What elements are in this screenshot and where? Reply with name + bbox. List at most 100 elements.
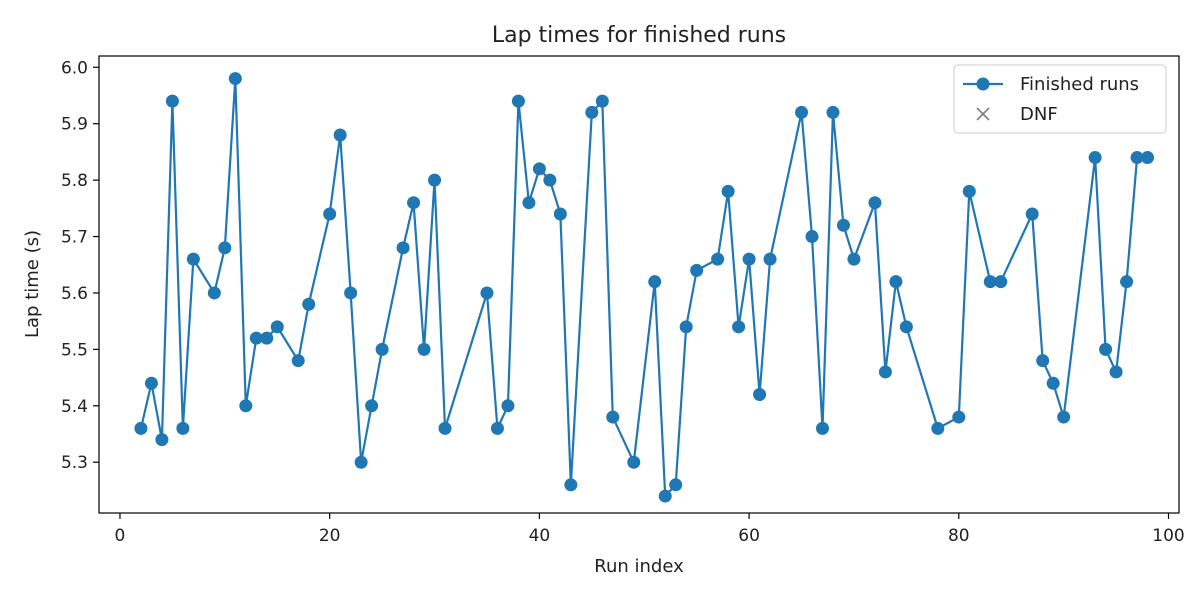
data-point — [952, 410, 966, 424]
y-axis-label: Lap time (s) — [22, 230, 43, 338]
data-point — [522, 196, 536, 210]
data-point — [721, 184, 735, 198]
data-point — [868, 196, 882, 210]
y-tick-label: 5.3 — [61, 453, 88, 473]
data-point — [134, 421, 148, 435]
y-tick-label: 5.5 — [61, 340, 88, 360]
data-point — [333, 128, 347, 142]
data-point — [1025, 207, 1039, 221]
data-point — [176, 421, 190, 435]
x-tick-label: 0 — [115, 526, 126, 546]
data-point — [595, 94, 609, 108]
data-point — [375, 342, 389, 356]
plot-frame — [98, 55, 1180, 514]
data-point — [826, 105, 840, 119]
data-point — [962, 184, 976, 198]
data-point — [218, 241, 232, 255]
data-point — [354, 455, 368, 469]
data-point — [186, 252, 200, 266]
data-point — [606, 410, 620, 424]
legend-marker-dnf-x-icon — [976, 107, 990, 121]
data-point — [165, 94, 179, 108]
data-point — [795, 105, 809, 119]
legend-box — [953, 64, 1167, 134]
y-tick-label: 5.8 — [61, 171, 88, 191]
data-point — [270, 320, 284, 334]
y-tick-label: 5.9 — [61, 115, 88, 135]
data-point — [1057, 410, 1071, 424]
data-point — [323, 207, 337, 221]
data-point — [249, 331, 263, 345]
data-point — [501, 399, 515, 413]
data-point — [291, 354, 305, 368]
data-point — [228, 72, 242, 86]
data-point — [543, 173, 557, 187]
data-point — [732, 320, 746, 334]
data-point — [836, 218, 850, 232]
data-point — [302, 297, 316, 311]
data-point — [711, 252, 725, 266]
data-point — [207, 286, 221, 300]
x-tick-label: 60 — [738, 526, 760, 546]
data-point — [994, 275, 1008, 289]
data-point — [983, 275, 997, 289]
data-point — [564, 478, 578, 492]
y-tick-label: 6.0 — [61, 58, 88, 78]
data-point — [753, 388, 767, 402]
data-point — [1088, 151, 1102, 165]
data-point — [417, 342, 431, 356]
data-point — [1130, 151, 1144, 165]
data-point — [847, 252, 861, 266]
data-point — [438, 421, 452, 435]
data-point — [344, 286, 358, 300]
data-point — [742, 252, 756, 266]
data-point — [878, 365, 892, 379]
axis-ticks: 0 20 40 60 80 100 5.3 5.4 5.5 5.6 5.7 5.8 5.9 6.0 — [61, 58, 1185, 546]
data-point — [490, 421, 504, 435]
data-point — [627, 455, 641, 469]
data-point — [396, 241, 410, 255]
data-point — [407, 196, 421, 210]
y-tick-label: 5.6 — [61, 284, 88, 304]
legend-label-finished: Finished runs — [1020, 74, 1139, 95]
x-axis-label: Run index — [594, 556, 684, 577]
data-point — [239, 399, 253, 413]
x-tick-label: 20 — [319, 526, 341, 546]
data-point — [553, 207, 567, 221]
data-point — [480, 286, 494, 300]
legend-marker-finished — [976, 77, 990, 91]
data-point — [1109, 365, 1123, 379]
x-tick-label: 100 — [1152, 526, 1184, 546]
data-point — [365, 399, 379, 413]
data-point — [428, 173, 442, 187]
data-point — [1046, 376, 1060, 390]
data-point — [585, 105, 599, 119]
data-point — [1120, 275, 1134, 289]
data-point — [1036, 354, 1050, 368]
x-tick-label: 40 — [529, 526, 551, 546]
legend-label-dnf: DNF — [1020, 104, 1058, 125]
data-point — [1099, 342, 1113, 356]
data-point — [889, 275, 903, 289]
data-point — [532, 162, 546, 176]
data-point — [511, 94, 525, 108]
data-point — [669, 478, 683, 492]
data-point — [260, 331, 274, 345]
data-point — [899, 320, 913, 334]
data-point — [815, 421, 829, 435]
legend: Finished runs DNF — [953, 64, 1167, 134]
x-tick-label: 80 — [948, 526, 970, 546]
data-point — [1141, 151, 1155, 165]
data-point — [679, 320, 693, 334]
y-tick-label: 5.4 — [61, 397, 88, 417]
y-tick-label: 5.7 — [61, 228, 88, 248]
data-point — [931, 421, 945, 435]
series-layer — [134, 72, 1155, 503]
data-point — [763, 252, 777, 266]
data-point — [144, 376, 158, 390]
data-point — [805, 230, 819, 244]
data-point — [690, 263, 704, 277]
data-point — [648, 275, 662, 289]
